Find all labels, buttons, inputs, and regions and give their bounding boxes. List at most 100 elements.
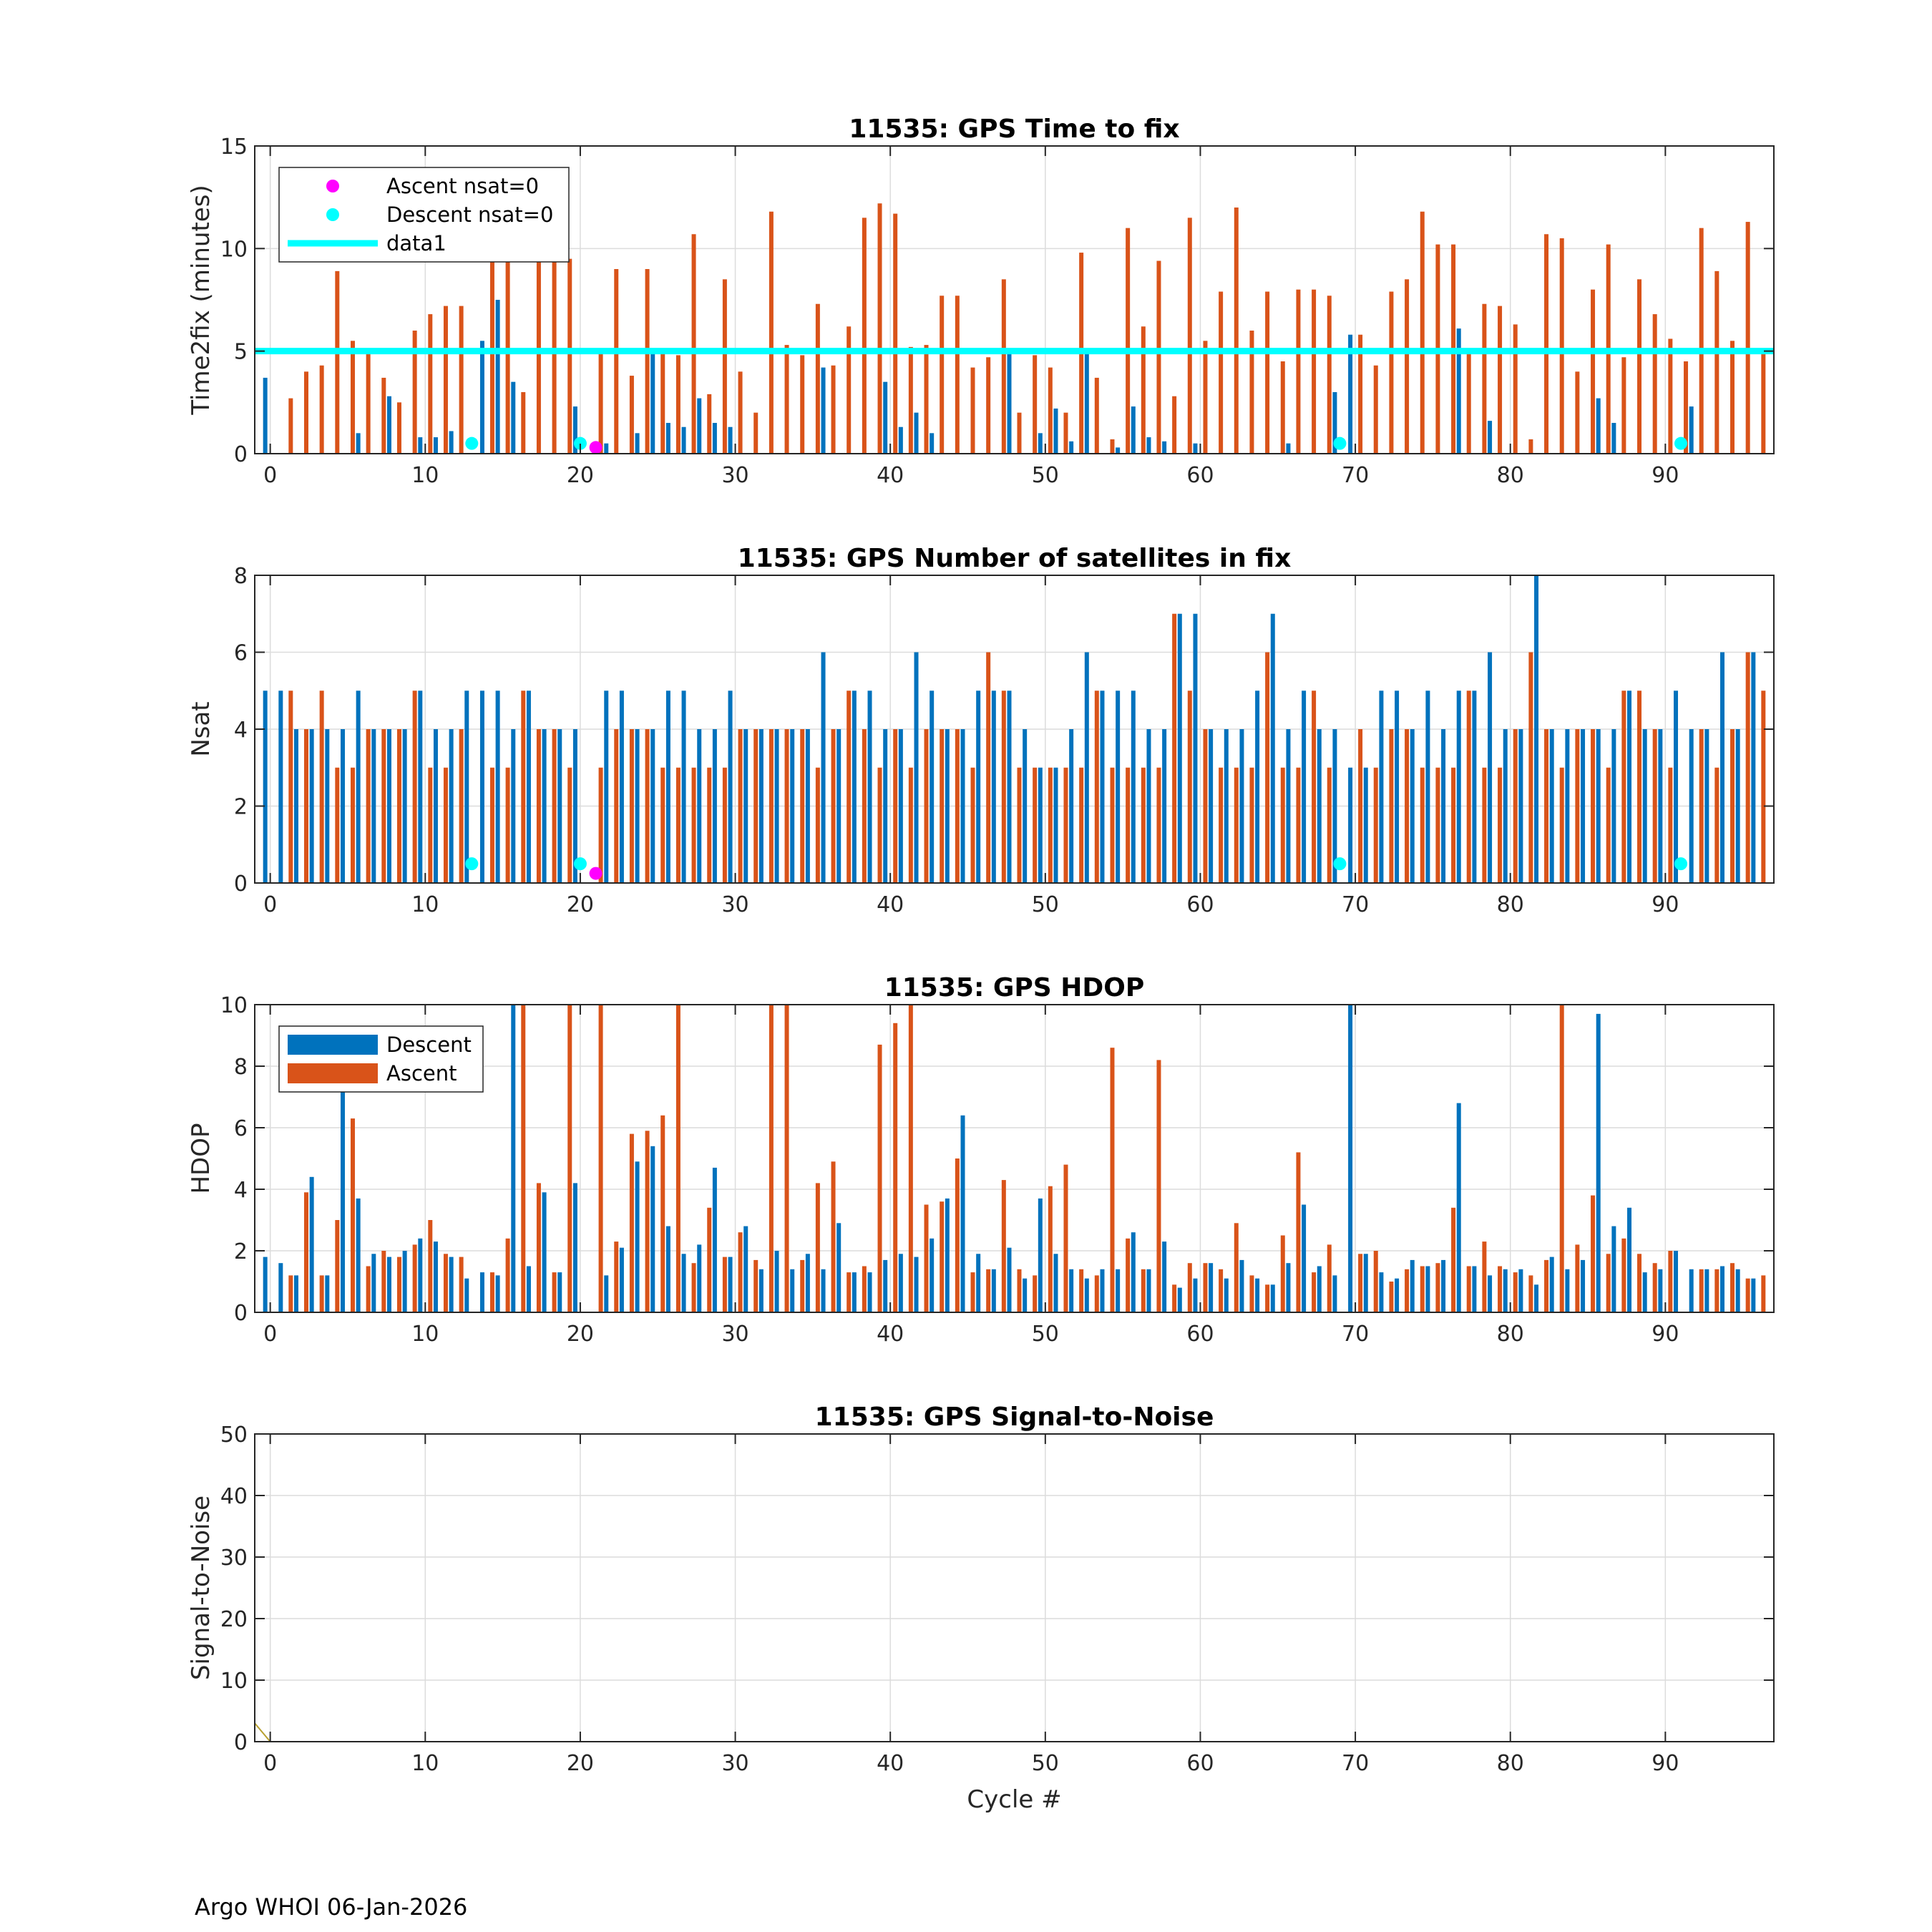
bar-ascent — [443, 306, 448, 454]
bar-descent — [1456, 691, 1461, 883]
bar-descent — [1751, 652, 1756, 883]
bar-descent — [1642, 729, 1647, 883]
bar-ascent — [986, 357, 991, 454]
bar-ascent — [1249, 767, 1254, 883]
bar-descent — [1549, 729, 1554, 883]
bar-ascent — [738, 1232, 743, 1312]
bar-descent — [1642, 1272, 1647, 1312]
bar-descent — [852, 691, 857, 883]
bar-ascent — [769, 211, 774, 454]
bar-ascent — [908, 346, 913, 454]
bar-ascent — [1498, 767, 1503, 883]
x-tick-label: 10 — [411, 1751, 439, 1776]
bar-descent — [1689, 406, 1694, 454]
bar-descent — [1193, 1278, 1198, 1312]
bar-descent — [1270, 613, 1275, 883]
marker-nsat0 — [1674, 436, 1688, 450]
bar-descent — [1363, 1254, 1368, 1312]
bar-descent — [867, 1272, 872, 1312]
bar-descent — [418, 691, 423, 883]
bar-descent — [1255, 1278, 1260, 1312]
bar-ascent — [303, 371, 308, 454]
bar-descent — [1038, 767, 1043, 883]
bar-descent — [309, 729, 314, 883]
bar-descent — [1317, 729, 1322, 883]
bar-ascent — [1079, 767, 1084, 883]
bar-descent — [1193, 613, 1198, 883]
legend-label: Descent — [386, 1033, 472, 1057]
bar-descent — [1704, 1269, 1709, 1312]
bar-descent — [805, 1254, 810, 1312]
bar-descent — [1116, 691, 1121, 883]
x-tick-label: 40 — [877, 1322, 904, 1347]
bar-ascent — [1466, 351, 1471, 454]
bar-ascent — [614, 729, 619, 883]
bar-ascent — [1559, 1005, 1564, 1312]
bar-ascent — [505, 258, 510, 454]
bar-ascent — [505, 1238, 510, 1312]
bar-descent — [914, 652, 919, 883]
bar-descent — [1596, 398, 1601, 454]
bar-ascent — [1312, 691, 1317, 883]
bar-descent — [1162, 1241, 1167, 1312]
bar-descent — [293, 1275, 298, 1312]
bar-descent — [572, 729, 577, 883]
bar-descent — [883, 1259, 888, 1312]
legend-label: data1 — [386, 231, 447, 255]
legend: Ascent nsat=0 Descent nsat=0 data1 — [278, 167, 570, 263]
bar-descent — [1534, 575, 1539, 883]
bar-ascent — [1513, 729, 1518, 883]
marker-nsat0 — [465, 436, 479, 450]
bar-descent — [356, 433, 361, 454]
bar-ascent — [722, 767, 727, 883]
bar-ascent — [753, 412, 758, 454]
bar-descent — [356, 1198, 361, 1312]
bar-descent — [278, 691, 283, 883]
bar-ascent — [1280, 361, 1285, 454]
bar-ascent — [1621, 1238, 1626, 1312]
bar-ascent — [1033, 767, 1038, 883]
bar-descent — [1348, 334, 1353, 454]
bar-descent — [805, 729, 810, 883]
bar-ascent — [847, 326, 852, 454]
bar-ascent — [319, 1275, 324, 1312]
bar-ascent — [1405, 1269, 1410, 1312]
bar-ascent — [986, 1269, 991, 1312]
bar-ascent — [1141, 1269, 1146, 1312]
bar-ascent — [1591, 729, 1596, 883]
bar-ascent — [303, 1192, 308, 1312]
bar-ascent — [1652, 314, 1657, 454]
bar-descent — [991, 691, 996, 883]
bar-ascent — [660, 1115, 665, 1312]
bar-descent — [479, 1272, 484, 1312]
chart-panel-2: 0 10 20 30 40 50 60 70 80 90 0 2 4 6 8 11535: GPS Numbe… — [187, 544, 1775, 917]
bar-ascent — [1652, 729, 1657, 883]
bar-descent — [1348, 767, 1353, 883]
bar-descent — [1146, 1269, 1151, 1312]
bar-ascent — [536, 1183, 541, 1312]
bar-descent — [402, 729, 407, 883]
bar-ascent — [1714, 1269, 1719, 1312]
bar-descent — [1611, 1226, 1616, 1312]
bar-descent — [1395, 1278, 1400, 1312]
bar-ascent — [940, 1201, 945, 1312]
bar-descent — [1565, 729, 1570, 883]
bar-ascent — [521, 392, 526, 454]
bar-descent — [604, 1275, 609, 1312]
bar-descent — [743, 729, 748, 883]
bar-descent — [1007, 351, 1012, 454]
bar-descent — [1209, 1263, 1214, 1312]
bar-descent — [1735, 729, 1740, 883]
bar-descent — [1131, 1232, 1136, 1312]
bar-ascent — [753, 1259, 758, 1312]
x-tick-label: 60 — [1186, 1751, 1214, 1776]
bar-descent — [914, 412, 919, 454]
bar-ascent — [319, 691, 324, 883]
bar-descent — [418, 1238, 423, 1312]
y-tick-label: 0 — [234, 1730, 248, 1755]
bar-descent — [1317, 1266, 1322, 1312]
bar-descent — [1565, 1269, 1570, 1312]
bar-ascent — [489, 258, 494, 454]
bar-ascent — [1156, 260, 1161, 454]
x-tick-label: 60 — [1186, 463, 1214, 488]
